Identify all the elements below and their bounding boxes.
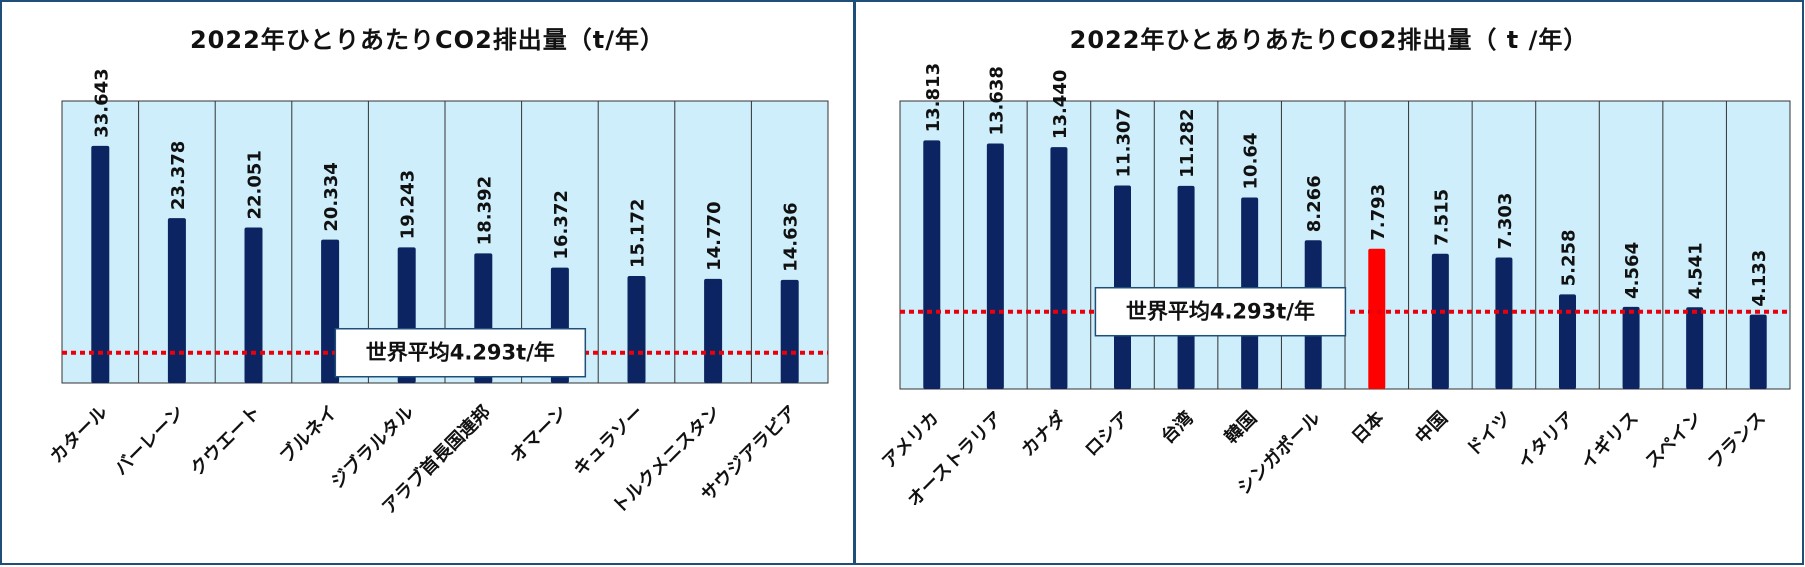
x-tick-label: イギリス bbox=[1577, 408, 1643, 474]
value-label: 11.307 bbox=[1114, 108, 1135, 177]
x-tick-label: 台湾 bbox=[1157, 407, 1198, 448]
x-tick-label: オマーン bbox=[506, 402, 571, 467]
bar bbox=[1749, 314, 1767, 389]
value-label: 13.813 bbox=[923, 63, 944, 132]
bar bbox=[1686, 307, 1704, 389]
x-tick-label: カナダ bbox=[1017, 407, 1071, 461]
bar bbox=[1050, 147, 1068, 389]
bar bbox=[627, 276, 646, 383]
x-tick-label: 日本 bbox=[1347, 407, 1388, 448]
bar bbox=[167, 218, 186, 383]
bar bbox=[91, 145, 110, 383]
x-tick-label: ドイツ bbox=[1462, 408, 1515, 461]
value-label: 23.378 bbox=[168, 141, 189, 210]
bar bbox=[986, 143, 1004, 389]
value-label: 11.282 bbox=[1177, 108, 1198, 177]
x-tick-label: フランス bbox=[1704, 408, 1770, 474]
reference-label: 世界平均4.293t/年 bbox=[366, 341, 555, 365]
x-tick-label: ブルネイ bbox=[275, 401, 341, 467]
bar bbox=[1622, 306, 1640, 389]
x-tick-label: カタール bbox=[46, 402, 112, 468]
value-label: 19.243 bbox=[398, 170, 419, 239]
value-label: 14.770 bbox=[704, 201, 725, 270]
value-label: 13.440 bbox=[1050, 70, 1071, 139]
x-tick-label: キュラソー bbox=[570, 402, 648, 480]
bar bbox=[1559, 294, 1576, 389]
reference-label: 世界平均4.293t/年 bbox=[1126, 300, 1315, 324]
value-label: 8.266 bbox=[1304, 175, 1325, 232]
value-label: 7.515 bbox=[1431, 189, 1452, 246]
panel-border bbox=[854, 0, 1804, 565]
x-tick-label: アメリカ bbox=[878, 408, 943, 473]
reference-label-box bbox=[1094, 286, 1347, 337]
x-tick-label: 韓国 bbox=[1220, 407, 1261, 448]
x-tick-label: イタリア bbox=[1514, 408, 1579, 473]
value-label: 20.334 bbox=[321, 162, 342, 231]
value-label: 10.64 bbox=[1241, 133, 1262, 190]
value-label: 4.564 bbox=[1622, 242, 1643, 299]
reference-label-box bbox=[334, 327, 587, 378]
value-label: 33.643 bbox=[91, 68, 112, 137]
bar bbox=[923, 140, 941, 389]
chart-title: 2022年ひとりあたりCO2排出量（t/年） bbox=[190, 26, 665, 54]
value-label: 7.303 bbox=[1495, 193, 1516, 250]
x-tick-label: ロシア bbox=[1081, 408, 1134, 461]
value-label: 22.051 bbox=[245, 150, 266, 219]
bar bbox=[1431, 253, 1449, 389]
x-tick-label: バーレーン bbox=[111, 402, 189, 480]
value-label: 4.541 bbox=[1686, 242, 1707, 299]
value-label: 4.133 bbox=[1749, 250, 1770, 307]
chart-title: 2022年ひとありあたりCO2排出量（ t /年） bbox=[1070, 26, 1589, 54]
value-label: 16.372 bbox=[551, 190, 572, 259]
bar bbox=[1368, 248, 1386, 389]
bar bbox=[780, 279, 799, 383]
value-label: 18.392 bbox=[474, 176, 495, 245]
x-tick-label: クウエート bbox=[187, 402, 265, 480]
x-tick-label: 中国 bbox=[1411, 407, 1452, 448]
value-label: 13.638 bbox=[986, 66, 1007, 135]
x-tick-label: スペイン bbox=[1641, 408, 1706, 473]
value-label: 14.636 bbox=[781, 202, 802, 271]
bar bbox=[704, 278, 723, 383]
value-label: 15.172 bbox=[628, 199, 649, 268]
bar bbox=[1495, 257, 1513, 389]
value-label: 7.793 bbox=[1368, 184, 1389, 241]
value-label: 5.258 bbox=[1559, 229, 1580, 286]
bar bbox=[244, 227, 263, 383]
